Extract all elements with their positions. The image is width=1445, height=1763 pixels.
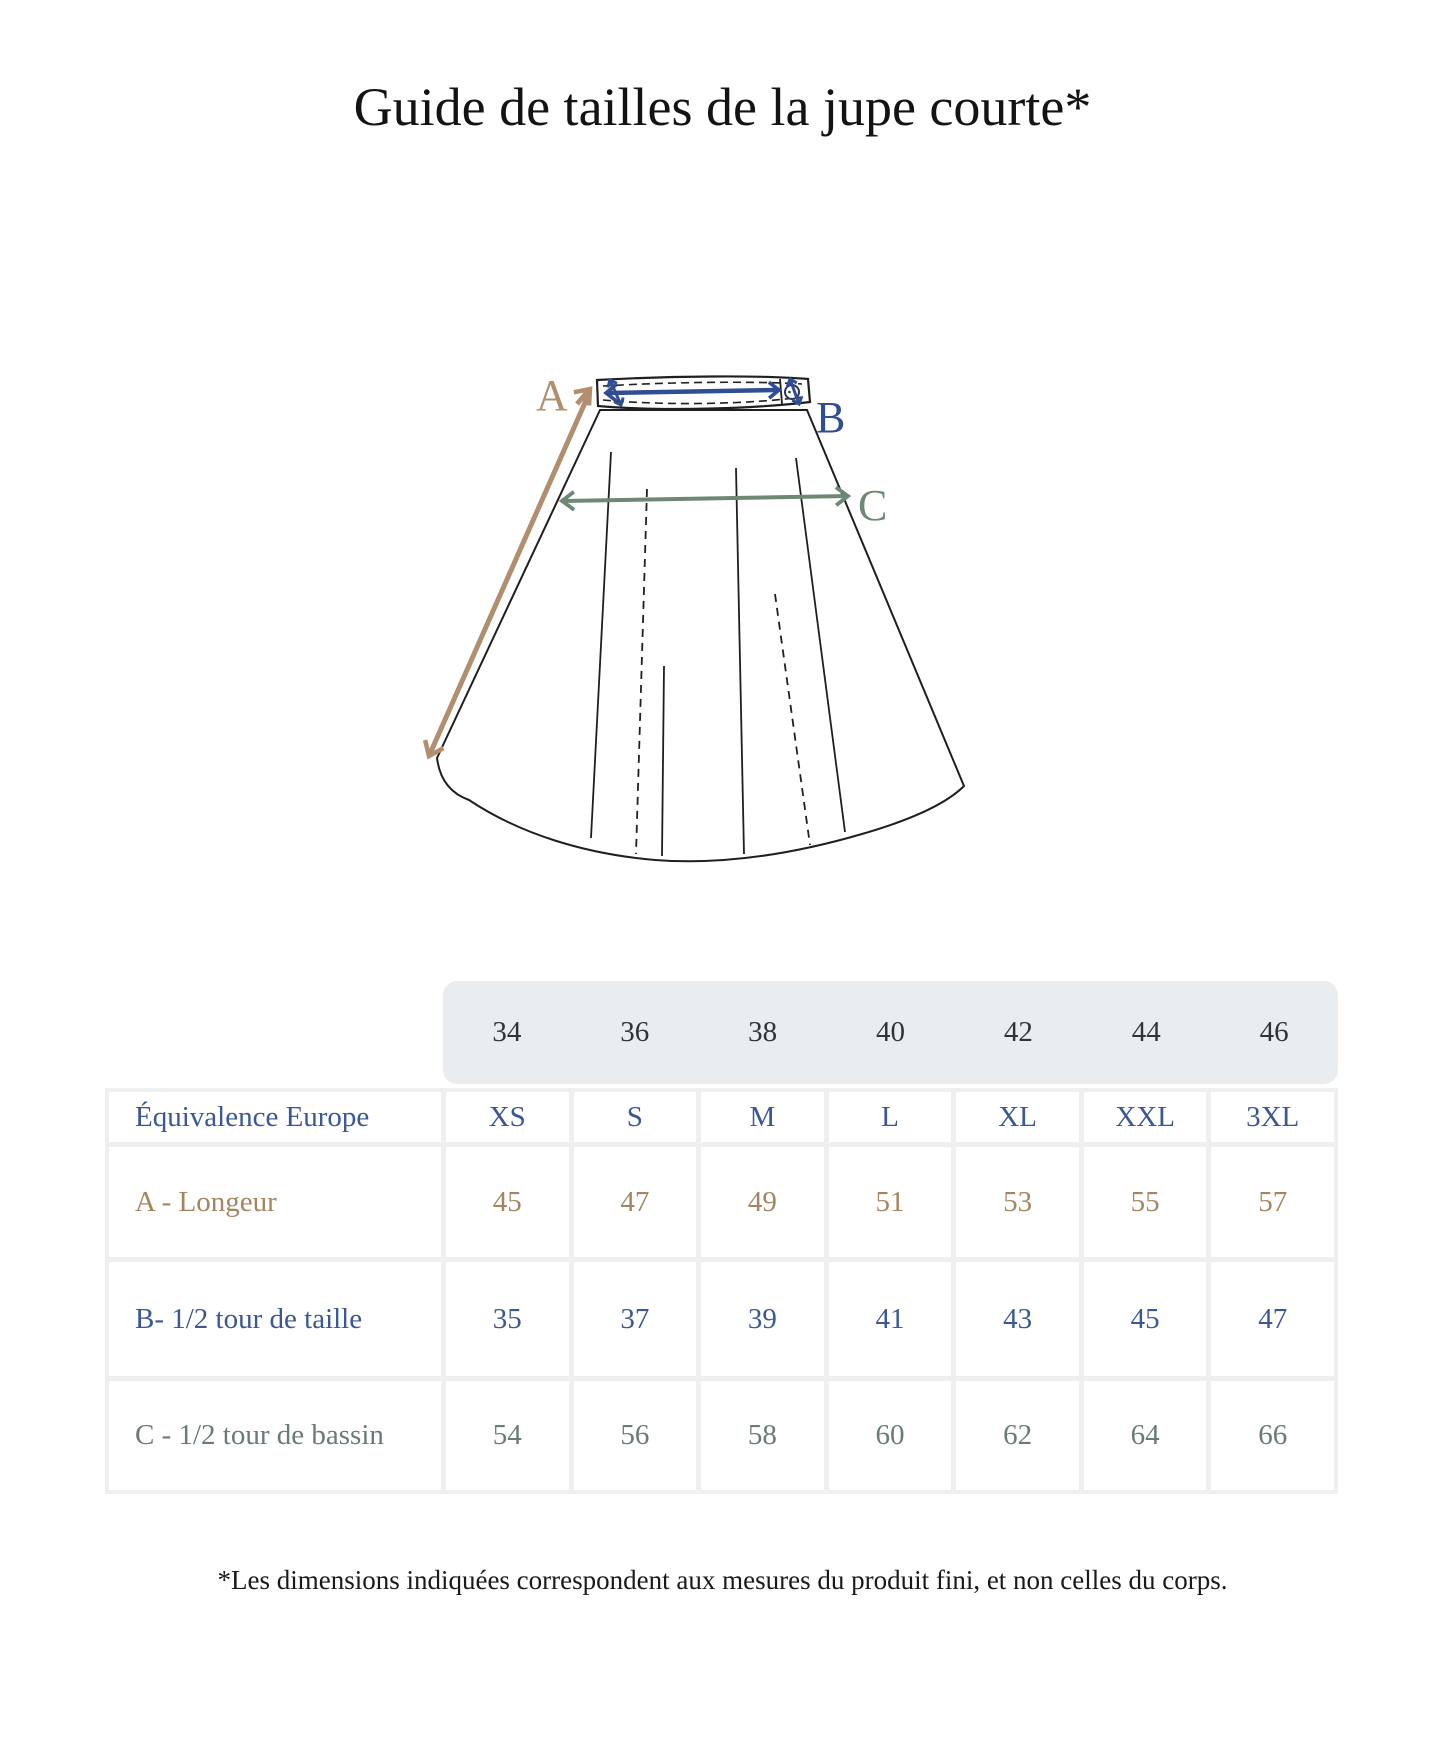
table-cell: 47 bbox=[573, 1147, 697, 1257]
row-label: A - Longeur bbox=[109, 1147, 441, 1257]
sizes-header: 34 36 38 40 42 44 46 bbox=[443, 981, 1338, 1084]
pleat-line bbox=[635, 488, 648, 855]
pleat-line bbox=[661, 665, 665, 857]
size-col-header: 36 bbox=[620, 1016, 650, 1048]
size-table: Équivalence Europe XS S M L XL XXL 3XL A… bbox=[105, 1088, 1338, 1494]
pleat-line bbox=[774, 593, 811, 846]
table-cell: 53 bbox=[956, 1147, 1079, 1257]
size-col-header: 40 bbox=[876, 1016, 905, 1048]
table-cell: 56 bbox=[573, 1381, 697, 1490]
table-cell: 47 bbox=[1211, 1262, 1334, 1376]
row-label: C - 1/2 tour de bassin bbox=[109, 1381, 441, 1490]
row-label: B- 1/2 tour de taille bbox=[109, 1262, 441, 1376]
table-cell: XS bbox=[446, 1092, 569, 1142]
table-cell: 45 bbox=[1083, 1262, 1207, 1376]
size-col-header: 42 bbox=[1003, 1016, 1033, 1048]
table-cell: M bbox=[701, 1092, 824, 1142]
table-cell: 60 bbox=[828, 1381, 952, 1490]
size-col-header: 46 bbox=[1259, 1016, 1289, 1048]
table-cell: 37 bbox=[573, 1262, 697, 1376]
table-cell: XL bbox=[956, 1092, 1079, 1142]
table-cell: 55 bbox=[1083, 1147, 1207, 1257]
table-cell: 62 bbox=[956, 1381, 1079, 1490]
table-cell: 35 bbox=[446, 1262, 569, 1376]
table-cell: 66 bbox=[1211, 1381, 1334, 1490]
skirt-outline bbox=[435, 409, 966, 863]
table-cell: S bbox=[573, 1092, 697, 1142]
table-cell: 51 bbox=[828, 1147, 952, 1257]
page-title: Guide de tailles de la jupe courte* bbox=[353, 77, 1092, 137]
table-cell: XXL bbox=[1083, 1092, 1207, 1142]
table-cell: 3XL bbox=[1211, 1092, 1334, 1142]
table-cell: 41 bbox=[828, 1262, 952, 1376]
table-cell: 49 bbox=[701, 1147, 824, 1257]
size-col-header: 44 bbox=[1131, 1016, 1161, 1048]
waist-arrow bbox=[603, 376, 804, 408]
pleat-line bbox=[590, 451, 612, 839]
size-col-header: 34 bbox=[492, 1016, 522, 1048]
length-label: A bbox=[536, 371, 568, 420]
hip-label: C bbox=[858, 481, 887, 530]
pleat-lines bbox=[590, 451, 846, 857]
waist-label: B bbox=[816, 393, 845, 442]
table-cell: 64 bbox=[1083, 1381, 1207, 1490]
table-cell: L bbox=[828, 1092, 952, 1142]
table-cell: 43 bbox=[956, 1262, 1079, 1376]
footnote: *Les dimensions indiquées correspondent … bbox=[217, 1565, 1228, 1595]
row-label: Équivalence Europe bbox=[109, 1092, 441, 1142]
pleat-line bbox=[735, 467, 745, 855]
length-arrow bbox=[422, 386, 593, 760]
size-col-header: 38 bbox=[748, 1016, 778, 1048]
table-cell: 58 bbox=[701, 1381, 824, 1490]
hip-arrow bbox=[558, 485, 852, 512]
table-cell: 39 bbox=[701, 1262, 824, 1376]
table-cell: 57 bbox=[1211, 1147, 1334, 1257]
skirt-diagram: A B C bbox=[422, 371, 966, 863]
table-cell: 45 bbox=[446, 1147, 569, 1257]
table-cell: 54 bbox=[446, 1381, 569, 1490]
pleat-line bbox=[795, 457, 846, 833]
